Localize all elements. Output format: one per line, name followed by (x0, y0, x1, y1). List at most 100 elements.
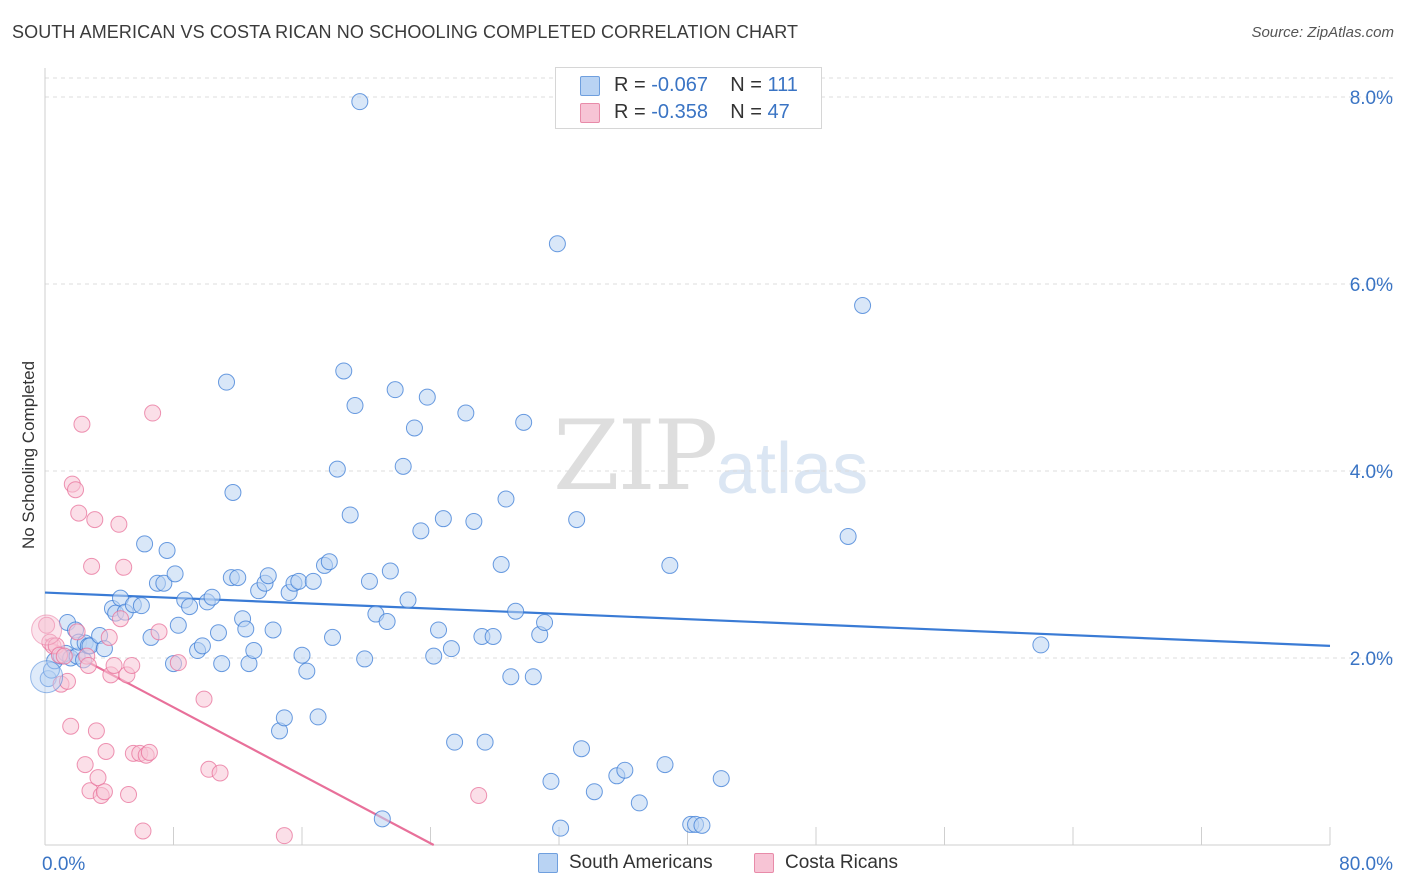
point-costa-rican (73, 415, 91, 433)
point-south-american (229, 569, 247, 587)
point-south-american (290, 572, 308, 590)
point-south-american (373, 810, 391, 828)
point-south-american (245, 642, 263, 660)
point-south-american (446, 733, 464, 751)
point-south-american (324, 628, 342, 646)
point-costa-rican (470, 786, 488, 804)
point-south-american (515, 413, 533, 431)
legend-text: R = -0.358 N = 47 (614, 101, 790, 124)
point-south-american (275, 709, 293, 727)
point-south-american (492, 556, 510, 573)
point-south-american (298, 662, 316, 680)
series-label: Costa Ricans (785, 852, 898, 873)
point-cluster-blue (30, 660, 64, 694)
point-costa-rican (110, 515, 128, 533)
trend-line-south-americans (44, 591, 1331, 647)
n-value: 47 (767, 101, 790, 123)
point-south-american (661, 556, 679, 574)
point-south-american (378, 613, 396, 631)
series-swatch-blue (538, 853, 558, 873)
n-label: N = (730, 101, 768, 123)
legend-text: R = -0.067 N = 111 (614, 74, 798, 97)
point-south-american (476, 733, 494, 751)
point-costa-rican (58, 672, 76, 690)
point-south-american (502, 668, 520, 686)
point-south-american (497, 490, 515, 508)
data-points (30, 93, 1050, 845)
point-south-american (346, 397, 364, 415)
point-south-american (693, 816, 711, 834)
point-south-american (548, 235, 566, 253)
stats-legend: R = -0.067 N = 111 R = -0.358 N = 47 (555, 67, 822, 129)
tick-labels: 2.0% 4.0% 6.0% 8.0% 0.0% 80.0% (42, 88, 1393, 875)
point-south-american (465, 512, 483, 530)
point-south-american (442, 640, 460, 658)
point-south-american (405, 419, 423, 437)
axes (44, 68, 1331, 846)
point-south-american (341, 506, 359, 524)
point-costa-rican (95, 783, 113, 801)
n-label: N = (730, 74, 768, 96)
point-south-american (224, 484, 242, 502)
legend-swatch-blue (580, 76, 600, 96)
point-costa-rican (195, 690, 213, 708)
point-south-american (507, 602, 525, 620)
point-costa-rican (86, 511, 104, 529)
point-costa-rican (55, 647, 73, 665)
point-south-american (630, 794, 648, 812)
point-south-american (1032, 636, 1050, 654)
point-costa-rican (150, 623, 168, 641)
chart-source: Source: ZipAtlas.com (1251, 24, 1394, 41)
r-value: -0.067 (651, 74, 708, 96)
point-south-american (335, 362, 353, 380)
point-costa-rican (76, 756, 94, 774)
point-costa-rican (115, 558, 133, 576)
y-axis-label: No Schooling Completed (19, 360, 38, 550)
watermark-atlas: atlas (716, 429, 869, 509)
r-value: -0.358 (651, 101, 708, 123)
point-south-american (839, 527, 857, 545)
point-south-american (169, 616, 187, 634)
point-costa-rican (100, 628, 118, 646)
point-costa-rican (105, 656, 123, 674)
point-south-american (203, 588, 221, 606)
point-south-american (320, 553, 338, 571)
point-costa-rican (97, 743, 115, 760)
point-south-american (542, 772, 560, 790)
point-costa-rican (140, 743, 158, 761)
point-south-american (304, 572, 322, 590)
point-costa-rican (120, 786, 138, 804)
point-costa-rican (89, 769, 107, 787)
watermark-zip: ZIP (553, 400, 718, 512)
point-south-american (259, 567, 277, 585)
point-costa-rican (68, 623, 86, 641)
point-south-american (656, 756, 674, 774)
y-tick-label: 4.0% (1350, 462, 1393, 483)
point-south-american (328, 460, 346, 478)
y-tick-label: 2.0% (1350, 649, 1393, 670)
point-south-american (213, 655, 231, 673)
point-south-american (457, 404, 475, 422)
point-south-american (568, 511, 586, 529)
point-south-american (572, 740, 590, 758)
point-south-american (386, 381, 404, 399)
point-south-american (552, 819, 570, 837)
point-south-american (293, 646, 311, 664)
point-south-american (218, 373, 236, 391)
r-label: R = (614, 74, 652, 96)
x-tick-label-min: 0.0% (42, 854, 85, 875)
point-south-american (181, 598, 199, 616)
point-south-american (351, 93, 369, 111)
point-south-american (356, 650, 374, 668)
point-south-american (425, 647, 443, 665)
point-costa-rican (211, 764, 229, 782)
x-tick-label-max: 80.0% (1339, 854, 1393, 875)
point-south-american (412, 522, 430, 540)
y-tick-label: 6.0% (1350, 275, 1393, 296)
y-tick-label: 8.0% (1350, 88, 1393, 109)
series-legend: South Americans Costa Ricans (0, 851, 1406, 877)
point-costa-rican (70, 504, 88, 522)
point-south-american (193, 637, 211, 655)
point-south-american (524, 668, 542, 686)
point-south-american (418, 388, 436, 406)
